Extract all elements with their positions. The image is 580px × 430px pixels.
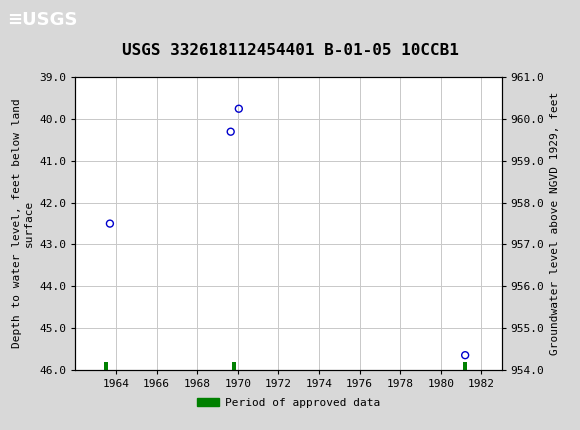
Text: USGS 332618112454401 B-01-05 10CCB1: USGS 332618112454401 B-01-05 10CCB1 xyxy=(122,43,458,58)
Point xyxy=(234,105,244,112)
Bar xyxy=(104,362,108,370)
Text: ≡USGS: ≡USGS xyxy=(7,12,78,29)
Point xyxy=(226,128,235,135)
Bar xyxy=(231,362,236,370)
Bar xyxy=(463,362,467,370)
Legend: Period of approved data: Period of approved data xyxy=(193,393,385,412)
Point xyxy=(106,220,115,227)
Point xyxy=(461,352,470,359)
Y-axis label: Groundwater level above NGVD 1929, feet: Groundwater level above NGVD 1929, feet xyxy=(550,92,560,355)
Y-axis label: Depth to water level, feet below land
surface: Depth to water level, feet below land su… xyxy=(12,99,34,348)
